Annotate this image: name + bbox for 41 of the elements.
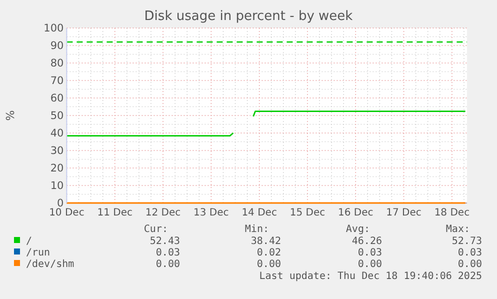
x-tick-label: 15 Dec (290, 208, 326, 218)
text: Avg: (346, 224, 370, 235)
text: 0.00 (156, 259, 180, 270)
y-tick-label: 20 (50, 162, 64, 175)
text: Cur: (144, 224, 168, 235)
text: Max: (446, 224, 470, 235)
chart-title: Disk usage in percent - by week (144, 9, 354, 24)
x-tick-label: 16 Dec (338, 208, 374, 218)
x-tick-label: 14 Dec (242, 208, 277, 218)
y-tick-label: 90 (50, 40, 64, 52)
text: 0.00 (358, 259, 382, 270)
y-tick-label: 50 (50, 110, 64, 122)
y-tick-label: 100 (44, 22, 64, 35)
y-tick-label: 70 (50, 75, 64, 88)
text: 52.73 (452, 236, 482, 247)
text: 52.43 (150, 236, 180, 247)
text: Last update: Thu Dec 18 19:40:06 2025 (259, 271, 482, 282)
text: 0.00 (256, 259, 281, 270)
y-tick-label: 10 (50, 180, 64, 192)
text: 46.26 (352, 236, 382, 247)
x-tick-label: 17 Dec (386, 208, 422, 218)
text: Min: (244, 224, 269, 235)
legend-label: /run (26, 248, 50, 258)
y-tick-label: 80 (50, 58, 64, 70)
text: 0.00 (458, 259, 482, 270)
legend-label: / (26, 236, 32, 247)
x-tick-label: 18 Dec (434, 208, 470, 218)
y-tick-label: 60 (50, 92, 64, 105)
y-axis-title: % (4, 110, 17, 121)
x-tick-label: 12 Dec (145, 208, 181, 218)
text: 0.03 (458, 248, 482, 258)
text: 0.03 (156, 248, 180, 258)
text: 38.42 (250, 236, 281, 247)
y-tick-label: 30 (50, 145, 64, 158)
legend-label: /dev/shm (26, 259, 74, 270)
y-tick-label: 40 (50, 128, 64, 140)
x-tick-label: 10 Dec (49, 208, 84, 218)
text: 0.03 (358, 248, 382, 258)
x-tick-label: 13 Dec (194, 208, 229, 218)
x-tick-label: 11 Dec (97, 208, 132, 218)
text: 0.02 (256, 248, 281, 258)
